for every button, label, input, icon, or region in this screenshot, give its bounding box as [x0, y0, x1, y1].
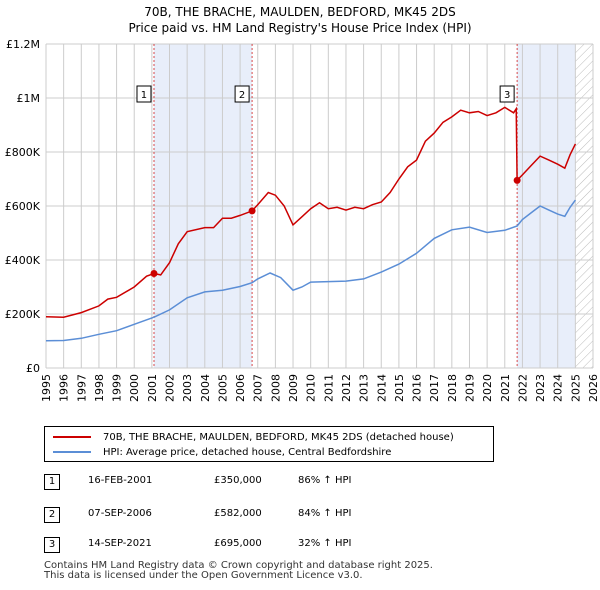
x-tick-label: 1997: [75, 374, 88, 402]
legend-item-property: 70B, THE BRACHE, MAULDEN, BEDFORD, MK45 …: [53, 430, 454, 444]
x-tick-label: 2022: [516, 374, 529, 402]
property-series-line: [45, 106, 577, 318]
x-tick-label: 2025: [569, 374, 582, 402]
legend-blue-swatch: [53, 451, 91, 453]
sale-price: £582,000: [214, 508, 262, 519]
sale-marker-box: [136, 85, 152, 103]
y-tick-label: £400K: [5, 254, 41, 267]
y-tick-label: £1M: [17, 92, 41, 105]
x-tick-label: 1999: [111, 374, 124, 402]
x-tick-label: 2018: [446, 374, 459, 402]
sale-date: 07-SEP-2006: [88, 508, 152, 519]
x-tick-label: 2000: [128, 374, 141, 402]
legend-item-hpi: HPI: Average price, detached house, Cent…: [53, 445, 391, 459]
x-tick-label: 2019: [463, 374, 476, 402]
sale-hpi-diff: 86% ↑ HPI: [298, 475, 352, 486]
sale-price: £350,000: [214, 475, 262, 486]
sale-marker-label: 1: [141, 90, 147, 101]
y-tick-label: £800K: [5, 146, 41, 159]
x-tick-label: 2021: [499, 374, 512, 402]
x-tick-label: 1996: [58, 374, 71, 402]
table-row: 3 14-SEP-2021 £695,000 32% ↑ HPI: [44, 537, 384, 553]
sale-hpi-diff: 32% ↑ HPI: [298, 538, 352, 549]
sale-number-badge: 3: [44, 537, 60, 553]
chart-subtitle: Price paid vs. HM Land Registry's House …: [128, 21, 472, 35]
legend-red-swatch: [53, 436, 91, 438]
legend-red-label: 70B, THE BRACHE, MAULDEN, BEDFORD, MK45 …: [103, 431, 454, 443]
sale-marker-box: [499, 85, 515, 103]
x-tick-label: 2015: [393, 374, 406, 402]
x-tick-label: 2009: [287, 374, 300, 402]
footer-licence: This data is licensed under the Open Gov…: [44, 570, 363, 581]
y-tick-label: £600K: [5, 200, 41, 213]
table-row: 2 07-SEP-2006 £582,000 84% ↑ HPI: [44, 507, 384, 523]
footer-copyright: Contains HM Land Registry data © Crown c…: [44, 560, 433, 571]
sale-hpi-diff: 84% ↑ HPI: [298, 508, 352, 519]
x-tick-label: 2006: [234, 374, 247, 402]
sale-number-badge: 2: [44, 507, 60, 523]
sale-date: 14-SEP-2021: [88, 538, 152, 549]
x-tick-label: 2012: [340, 374, 353, 402]
legend-blue-label: HPI: Average price, detached house, Cent…: [103, 446, 392, 458]
y-tick-label: £1.2M: [6, 38, 40, 51]
x-tick-label: 2026: [587, 374, 600, 402]
footer: Contains HM Land Registry data © Crown c…: [44, 561, 433, 581]
x-tick-label: 2002: [164, 374, 177, 402]
x-tick-label: 1998: [93, 374, 106, 402]
hpi-series-line: [45, 199, 577, 342]
table-row: 1 16-FEB-2001 £350,000 86% ↑ HPI: [44, 474, 384, 490]
y-tick-label: £200K: [5, 308, 41, 321]
sale-marker-label: 2: [239, 90, 245, 101]
sale-point: [150, 270, 158, 277]
sale-marker-label: 3: [504, 90, 510, 101]
x-tick-label: 2017: [428, 374, 441, 402]
legend: 70B, THE BRACHE, MAULDEN, BEDFORD, MK45 …: [44, 426, 494, 462]
x-tick-label: 2014: [375, 374, 388, 402]
x-tick-label: 2023: [534, 374, 547, 402]
price-chart: 1 2 3 £0 £200K £400K £600K £800K £1M £1.2M 1995 19…: [5, 38, 600, 402]
x-tick-label: 2005: [216, 374, 229, 402]
x-tick-label: 2001: [146, 374, 159, 402]
x-tick-label: 2007: [252, 374, 265, 402]
y-tick-label: £0: [26, 362, 40, 375]
x-tick-label: 2016: [411, 374, 424, 402]
sale-marker-box: [234, 85, 250, 103]
sale-point: [248, 207, 256, 215]
sale-number-badge: 1: [44, 474, 60, 490]
x-tick-label: 2004: [199, 374, 212, 402]
x-tick-label: 2008: [269, 374, 282, 402]
x-tick-label: 2020: [481, 374, 494, 402]
sale-point: [513, 176, 521, 184]
x-tick-label: 1995: [40, 374, 53, 402]
x-tick-label: 2011: [322, 374, 335, 402]
sale-date: 16-FEB-2001: [88, 475, 153, 486]
x-tick-label: 2003: [181, 374, 194, 402]
chart-title: 70B, THE BRACHE, MAULDEN, BEDFORD, MK45 …: [144, 5, 456, 19]
sale-price: £695,000: [214, 538, 262, 549]
x-tick-label: 2024: [552, 374, 565, 402]
x-tick-label: 2013: [358, 374, 371, 402]
x-tick-label: 2010: [305, 374, 318, 402]
